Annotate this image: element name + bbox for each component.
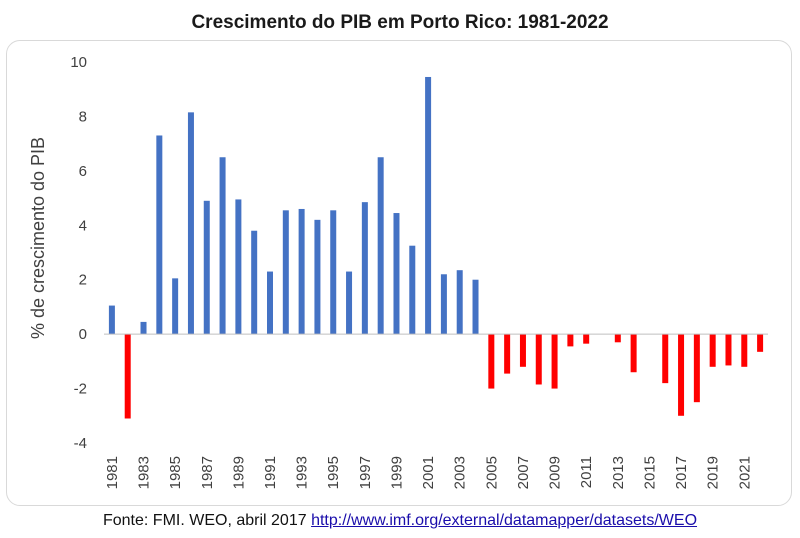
bar-chart: -4 -2 0 2 4 6 8 10 1981 1983 1985 1987 1989 1991 1993…: [28, 54, 768, 489]
bar-1988: [219, 157, 226, 335]
y-tick-label: 4: [79, 217, 87, 234]
x-tick-label: 2009: [547, 456, 564, 489]
chart-title: Crescimento do PIB em Porto Rico: 1981-2…: [191, 12, 609, 33]
bar-1998: [377, 157, 384, 335]
x-tick-label: 2001: [420, 456, 437, 489]
bar-1992: [282, 210, 289, 335]
bar-2016: [662, 334, 669, 384]
y-tick-label: -2: [74, 381, 87, 398]
bar-2003: [456, 270, 463, 335]
bar-2007: [519, 334, 526, 367]
bar-2020: [725, 334, 732, 366]
y-tick-label: 2: [79, 272, 87, 289]
bar-1985: [172, 278, 179, 335]
bar-1987: [203, 200, 210, 335]
bar-1989: [235, 199, 242, 335]
source-text: Fonte: FMI. WEO, abril 2017: [102, 512, 307, 529]
x-axis-ticks: 1981 1983 1985 1987 1989 1991 1993 1995 1997 1999…: [104, 456, 753, 489]
x-tick-label: 1995: [325, 456, 342, 489]
x-tick-label: 2015: [641, 456, 658, 489]
plot-frame: [6, 40, 792, 506]
y-tick-label: 6: [79, 163, 87, 180]
bar-2002: [440, 274, 447, 335]
x-tick-label: 2011: [578, 456, 595, 488]
bar-2019: [709, 334, 716, 367]
bar-2008: [535, 334, 542, 385]
bar-2013: [614, 334, 621, 343]
bar-1982: [124, 334, 131, 419]
y-tick-label: 8: [79, 108, 87, 125]
bar-2014: [630, 334, 637, 373]
x-tick-label: 2019: [705, 456, 722, 489]
x-tick-label: 2013: [610, 456, 627, 489]
bar-1995: [330, 210, 337, 335]
bar-2004: [472, 279, 479, 335]
bar-2017: [678, 334, 685, 416]
y-tick-label: 0: [79, 326, 87, 343]
x-tick-label: 2021: [736, 456, 753, 489]
bar-1996: [346, 271, 353, 335]
x-tick-label: 2007: [515, 456, 532, 489]
bar-2018: [693, 334, 700, 403]
bar-1986: [187, 112, 194, 335]
bar-1997: [361, 202, 368, 335]
bar-1999: [393, 213, 400, 335]
bar-1994: [314, 219, 321, 335]
y-axis-ticks: -4 -2 0 2 4 6 8 10: [70, 54, 87, 452]
bar-2009: [551, 334, 558, 389]
x-tick-label: 1991: [262, 456, 279, 489]
bar-2005: [488, 334, 495, 389]
bar-1983: [140, 321, 147, 335]
bar-1984: [156, 135, 163, 335]
x-tick-label: 1993: [294, 456, 311, 489]
x-tick-label: 1983: [136, 456, 153, 489]
x-tick-label: 2017: [673, 456, 690, 489]
bar-2022: [757, 334, 764, 352]
bars: [108, 76, 764, 419]
x-tick-label: 1999: [388, 456, 405, 489]
bar-1981: [108, 305, 115, 335]
x-tick-label: 1981: [104, 456, 121, 489]
bar-2001: [425, 76, 432, 335]
bar-1993: [298, 208, 305, 335]
x-tick-label: 1985: [167, 456, 184, 489]
bar-1991: [267, 271, 273, 335]
y-axis-title: % de crescimento do PIB: [28, 137, 48, 339]
bar-2021: [741, 334, 748, 367]
x-tick-label: 1997: [357, 456, 374, 489]
bar-1990: [251, 230, 258, 335]
x-tick-label: 2005: [483, 456, 500, 489]
x-tick-label: 1989: [230, 456, 247, 489]
source-footer: Fonte: FMI. WEO, abril 2017 http://www.i…: [0, 512, 800, 530]
bar-2000: [409, 245, 416, 335]
source-link[interactable]: http://www.imf.org/external/datamapper/d…: [311, 512, 698, 529]
bar-2011: [583, 334, 590, 344]
y-tick-label: 10: [70, 54, 87, 71]
bar-2006: [504, 334, 511, 374]
x-tick-label: 1987: [199, 456, 216, 489]
x-tick-label: 2003: [452, 456, 469, 489]
bar-2010: [567, 334, 574, 347]
y-tick-label: -4: [74, 435, 87, 452]
